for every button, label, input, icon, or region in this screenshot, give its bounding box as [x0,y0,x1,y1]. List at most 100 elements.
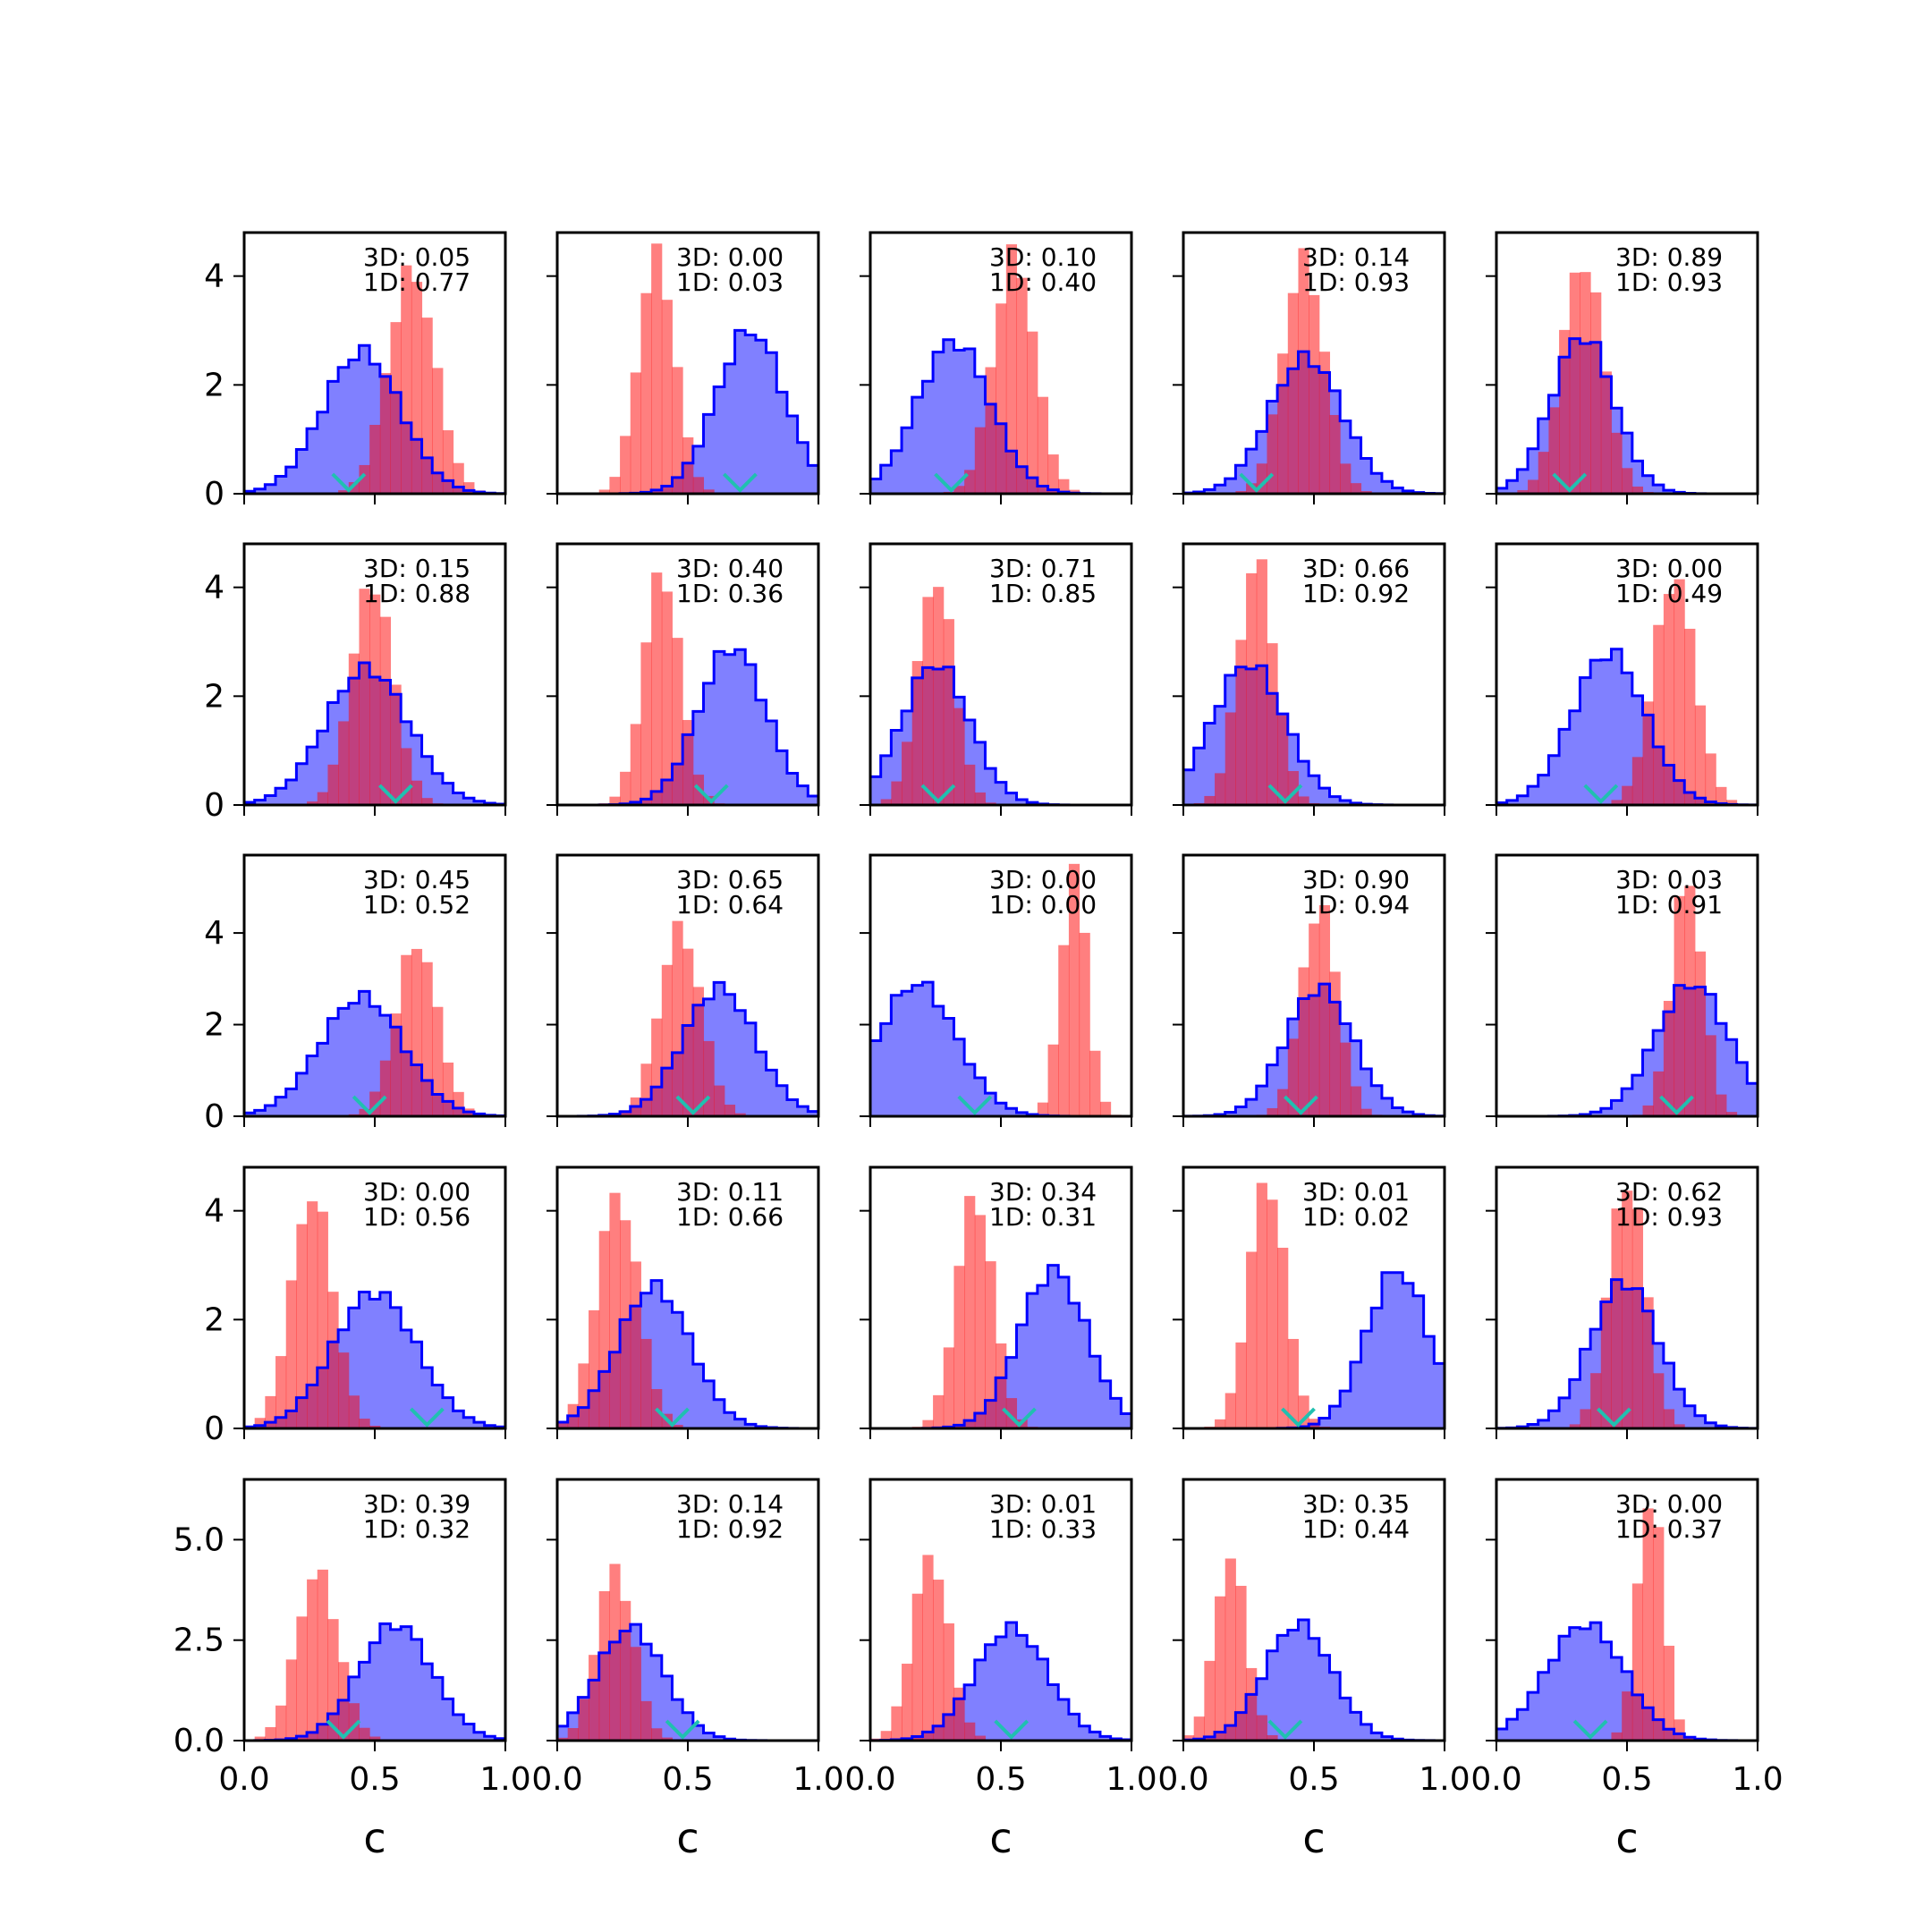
red-hist-bar [891,1706,902,1741]
blue-hist-bar [369,1006,381,1116]
red-hist-bar [285,1280,297,1428]
panel-plot-area [557,243,818,494]
blue-hist-bar [390,1629,402,1741]
blue-hist-bar [1350,437,1362,494]
red-hist-bar [964,1196,976,1428]
panel-plot-area [1496,886,1758,1116]
red-hist-bar [1329,971,1341,1116]
red-hist-bar [327,1619,339,1741]
blue-hist-bar [922,982,934,1116]
red-hist-bar [1068,863,1080,1116]
red-hist-bar [661,964,673,1116]
annotation-1d: 1D: 0.64 [676,890,784,919]
blue-hist-bar [359,991,370,1116]
blue-hist-bar [442,1699,454,1741]
blue-hist-bar [1580,677,1591,805]
red-hist-bar [1246,1667,1258,1741]
blue-hist-bar [348,360,360,494]
blue-hist-bar [1047,1265,1059,1428]
blue-hist-bar [870,479,882,494]
blue-hist-bar [379,1623,392,1741]
panel-plot-area [1183,905,1445,1116]
red-hist-bar [1631,1583,1644,1741]
blue-hist-bar [1360,1069,1372,1116]
panel-plot-area [1183,559,1445,805]
blue-hist-bar [911,397,923,494]
blue-hist-bar [1747,1083,1758,1116]
red-hist-bar [1517,489,1529,494]
blue-hist-bar [734,1419,746,1428]
red-hist-bar [1318,905,1331,1116]
y-tick-label: 4 [204,570,225,606]
blue-hist-bar [786,1099,799,1116]
red-hist-bar [1204,1660,1216,1741]
red-hist-bar [1663,1645,1675,1741]
blue-hist-bar [244,1113,256,1116]
blue-hist-bar [484,1736,496,1741]
blue-hist-bar [1277,1635,1289,1741]
blue-hist-bar [703,682,715,805]
red-hist-bar [630,724,641,805]
red-hist-bar [401,954,412,1116]
blue-hist-bar [1016,799,1028,805]
annotation-3d: 3D: 0.62 [1615,1177,1723,1207]
blue-hist-bar [1371,1733,1383,1741]
blue-hist-bar [1694,1415,1707,1428]
red-hist-bar [1611,1732,1623,1741]
blue-hist-bar [1622,1089,1633,1116]
blue-hist-bar [463,1724,475,1741]
x-axis-label: c [676,1814,699,1862]
red-hist-bar [1267,1734,1278,1741]
red-hist-bar [390,684,402,805]
red-hist-bar [1642,1297,1654,1428]
blue-hist-bar [1705,1422,1716,1428]
red-hist-bar [1653,1373,1665,1428]
red-hist-bar [902,1664,913,1741]
red-hist-bar [682,719,694,805]
blue-hist-outline [244,1622,505,1741]
blue-hist-bar [473,801,486,805]
blue-hist-bar [317,1043,328,1116]
blue-hist-bar [307,428,318,494]
red-hist-bar [640,1063,652,1116]
red-hist-bar [442,1062,454,1116]
red-hist-bar [620,771,631,805]
blue-hist-bar [1402,1283,1414,1428]
blue-hist-bar [379,1292,392,1428]
annotation-1d: 1D: 0.02 [1302,1202,1410,1232]
red-hist-bar [348,653,360,805]
blue-hist-bar [692,1725,705,1741]
blue-hist-bar [985,1644,996,1741]
red-hist-bar [996,303,1007,494]
blue-hist-bar [1590,1112,1602,1116]
blue-hist-bar [1224,479,1236,494]
red-hist-bar [1705,1035,1716,1116]
blue-hist-bar [911,985,923,1116]
red-hist-bar [265,1726,276,1741]
annotation-1d: 1D: 0.49 [1615,579,1723,608]
annotation-3d: 3D: 0.01 [989,1489,1097,1519]
red-hist-bar [379,373,392,494]
red-hist-bar [1360,1108,1372,1116]
blue-hist-bar [1559,729,1571,805]
blue-hist-bar [254,1110,266,1116]
red-hist-bar [1631,1208,1644,1428]
red-hist-bar [692,987,705,1116]
blue-hist-bar [880,755,892,805]
marker-chevron [1239,472,1275,493]
red-hist-bar [1340,1042,1352,1116]
blue-hist-bar [1569,1379,1580,1428]
blue-hist-bar [724,1412,736,1428]
blue-hist-bar [1318,788,1331,805]
blue-hist-bar [1381,1272,1394,1428]
red-hist-bar [1047,1044,1059,1116]
marker-chevron [409,1407,445,1428]
red-hist-bar [1099,1101,1112,1116]
